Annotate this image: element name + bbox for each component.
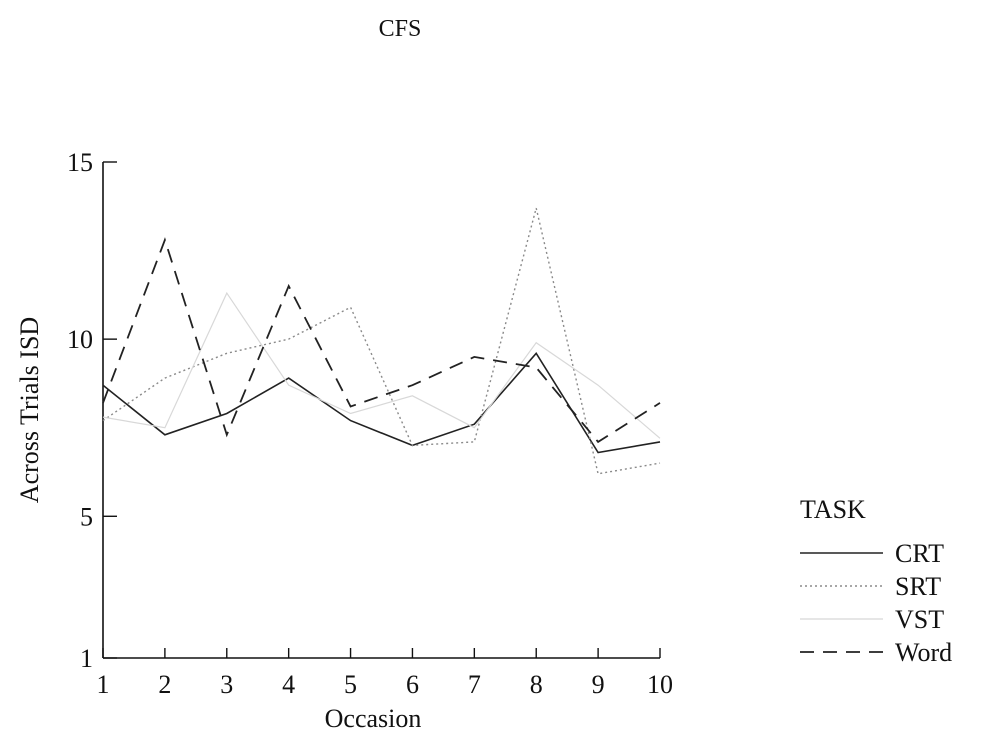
- y-tick-label: 1: [80, 644, 93, 673]
- x-tick-label: 3: [220, 670, 233, 699]
- series-line-srt: [102, 207, 661, 475]
- x-tick-label: 4: [282, 670, 295, 699]
- y-tick-label: 15: [67, 148, 93, 177]
- legend-label-word: Word: [895, 638, 952, 667]
- x-ticks: 1 2 3 4 5 6 7 8 9 10: [97, 648, 673, 699]
- x-axis-label: Occasion: [325, 704, 422, 733]
- chart-title: CFS: [379, 16, 422, 42]
- x-tick-label: 6: [406, 670, 419, 699]
- x-tick-label: 10: [647, 670, 673, 699]
- series-line-vst: [102, 291, 661, 439]
- x-tick-label: 2: [158, 670, 171, 699]
- legend-label-crt: CRT: [895, 539, 944, 568]
- y-tick-label: 10: [67, 325, 93, 354]
- x-tick-label: 7: [468, 670, 481, 699]
- legend: TASK CRT SRT VST Word: [800, 495, 952, 667]
- y-axis-label: Across Trials ISD: [15, 317, 44, 503]
- legend-label-srt: SRT: [895, 572, 941, 601]
- legend-title: TASK: [800, 495, 866, 524]
- y-tick-label: 5: [80, 502, 93, 531]
- legend-label-vst: VST: [895, 605, 944, 634]
- x-tick-label: 5: [344, 670, 357, 699]
- legend-items: CRT SRT VST Word: [800, 539, 952, 667]
- series-line-crt: [102, 351, 661, 454]
- series-lines: [102, 207, 661, 475]
- series-line-word: [102, 237, 661, 444]
- x-tick-label: 8: [530, 670, 543, 699]
- x-tick-label: 1: [97, 670, 110, 699]
- x-tick-label: 9: [592, 670, 605, 699]
